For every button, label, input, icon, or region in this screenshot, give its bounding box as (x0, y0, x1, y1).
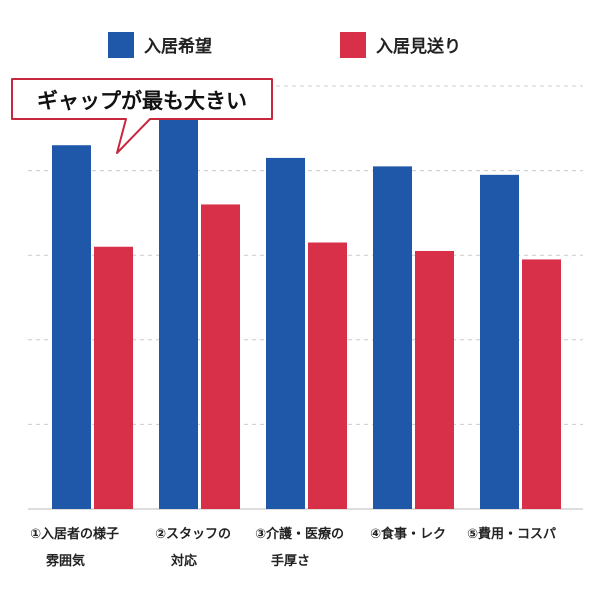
tick-label-1-line-2: 雰囲気 (46, 553, 85, 569)
bar-hope-2 (159, 107, 198, 510)
tick-label-1-line-1: ①入居者の様子 (30, 526, 119, 542)
tick-label-2-line-2: 対応 (170, 553, 197, 569)
bar-hope-4 (373, 166, 412, 509)
legend-label-hope: 入居希望 (144, 36, 212, 57)
legend-swatch-decline (340, 32, 366, 58)
legend: 入居希望 入居見送り (108, 32, 461, 58)
tick-label-2-line-1: ②スタッフの (155, 527, 231, 542)
bar-hope-3 (266, 157, 305, 509)
bar-decline-1 (94, 246, 133, 510)
bar-hope-1 (52, 145, 91, 509)
bar-decline-5 (522, 259, 561, 509)
tick-label-3-line-2: 手厚さ (271, 553, 310, 569)
callout-text: ギャップが最も大きい (37, 89, 247, 113)
bar-hope-5 (480, 174, 519, 509)
bar-decline-3 (308, 242, 347, 509)
tick-label-5-line-1: ⑤費用・コスパ (467, 526, 556, 542)
legend-swatch-hope (108, 32, 134, 58)
tick-label-3-line-1: ③介護・医療の (255, 526, 344, 542)
bar-decline-4 (415, 250, 454, 509)
callout: ギャップが最も大きい (11, 78, 273, 154)
callout-bubble (11, 78, 273, 154)
bar-decline-2 (201, 204, 240, 509)
bars (52, 107, 561, 510)
tick-label-4-line-1: ④食事・レク (370, 526, 446, 542)
legend-label-decline: 入居見送り (376, 36, 461, 57)
